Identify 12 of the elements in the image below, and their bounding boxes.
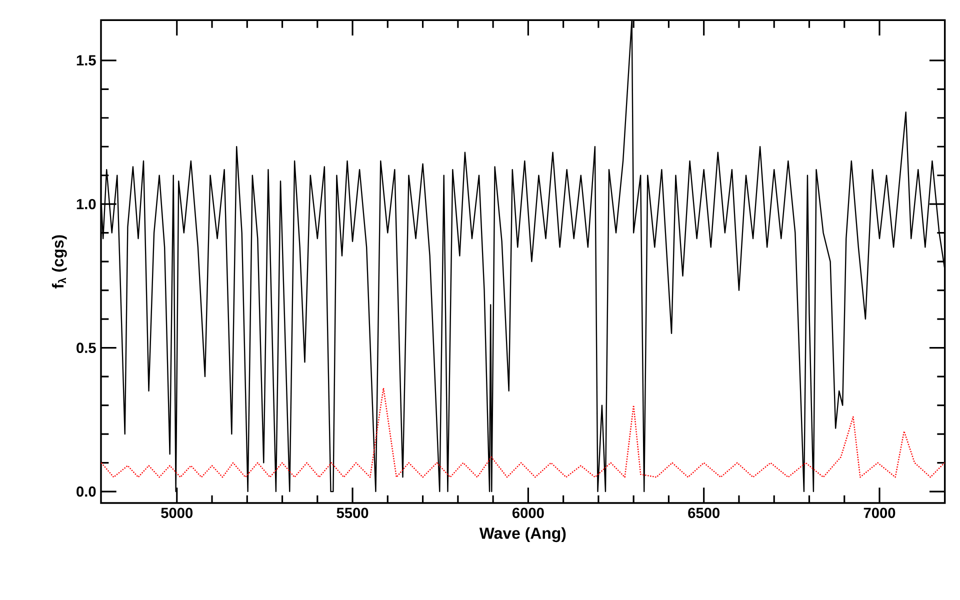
line-series — [100, 387, 945, 478]
x-tick-label: 5000 — [161, 508, 193, 518]
y-tick-label: 1.5 — [76, 55, 96, 66]
y-tick-label: 0.5 — [76, 342, 96, 354]
x-tick-label: 6000 — [512, 508, 544, 518]
y-tick-label: 0.0 — [76, 486, 96, 497]
x-tick-label: 5500 — [336, 508, 368, 518]
y-tick-label: 1.0 — [76, 198, 96, 210]
x-tick-label: 6500 — [688, 508, 720, 518]
x-tick-label: 7000 — [864, 508, 896, 518]
y-axis-title: f$_{λ}$ (cgs) — [52, 235, 67, 289]
x-axis-title: Wave (Ang) — [479, 527, 566, 542]
